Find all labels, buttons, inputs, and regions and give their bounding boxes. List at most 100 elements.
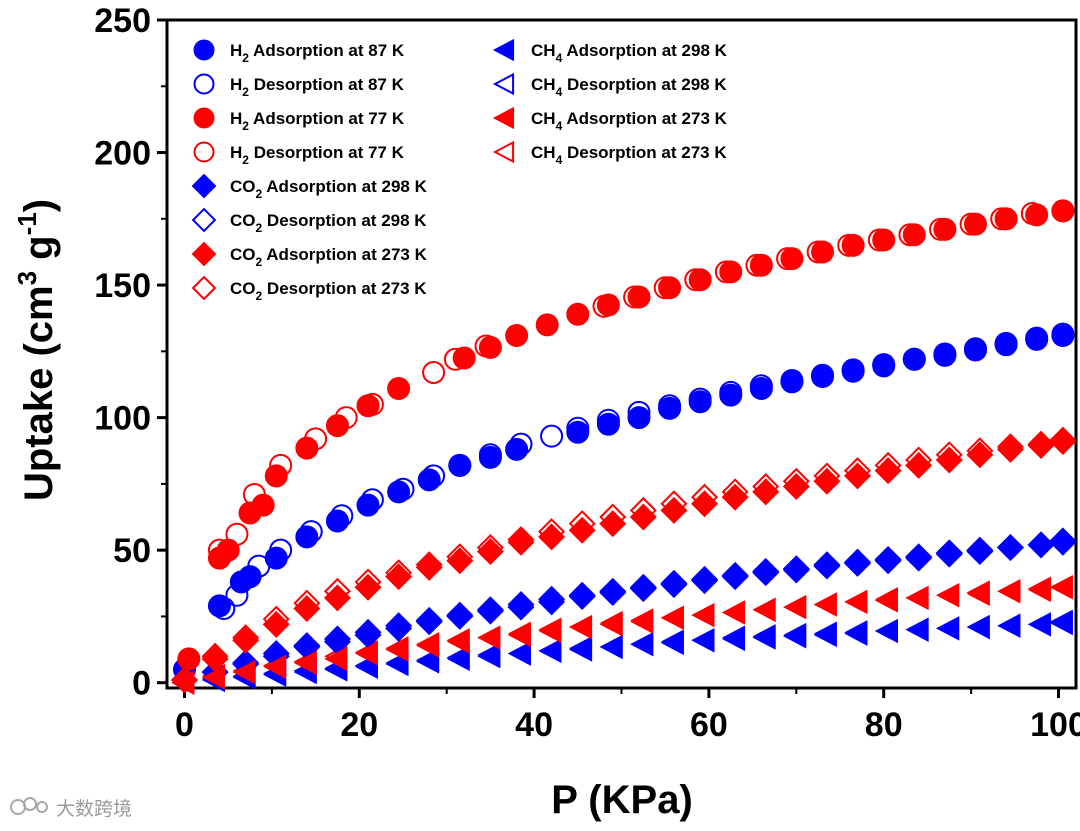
- y-axis-title-part: g: [17, 235, 61, 271]
- y-tick-label: 150: [94, 267, 151, 305]
- legend-item: CO2 Adsorption at 298 K: [191, 173, 428, 201]
- data-point: [811, 365, 835, 389]
- data-point: [263, 654, 287, 679]
- data-point: [660, 496, 688, 524]
- data-point: [783, 594, 807, 620]
- data-point: [874, 588, 899, 613]
- data-point: [844, 549, 871, 577]
- data-point: [783, 624, 807, 649]
- legend-label-rest: Adsorption at 77 K: [249, 109, 405, 128]
- data-point: [324, 646, 348, 671]
- data-point: [1051, 323, 1075, 347]
- watermark-logo-icon: [23, 797, 37, 811]
- legend-item: H2 Adsorption at 77 K: [193, 107, 405, 133]
- data-point: [568, 516, 596, 544]
- data-point: [476, 537, 504, 565]
- legend-label-rest: Adsorption at 298 K: [262, 177, 427, 196]
- x-tick-label: 20: [340, 706, 378, 744]
- data-point: [325, 509, 349, 533]
- data-point: [293, 594, 321, 622]
- data-point: [691, 628, 715, 653]
- data-point: [325, 414, 349, 438]
- data-point: [872, 354, 896, 378]
- legend-label: H2 Adsorption at 87 K: [230, 41, 405, 65]
- data-point: [630, 609, 654, 634]
- legend-label-rest: Desorption at 87 K: [249, 75, 405, 94]
- series-h2-adsorption-at-87-k: [172, 323, 1075, 681]
- data-point: [568, 583, 596, 611]
- data-point: [966, 580, 990, 605]
- data-point: [902, 223, 926, 247]
- data-point: [872, 228, 896, 252]
- legend-label-gas: H: [230, 109, 242, 128]
- data-point: [658, 396, 682, 420]
- legend-label-rest: Adsorption at 87 K: [249, 41, 405, 60]
- data-point: [295, 525, 319, 549]
- data-point: [994, 333, 1018, 357]
- legend-marker: [191, 207, 217, 233]
- data-point: [599, 612, 623, 637]
- legend-item: H2 Adsorption at 87 K: [193, 39, 405, 65]
- legend-label: CH4 Desorption at 273 K: [531, 143, 727, 167]
- legend-label-gas: CO: [230, 177, 256, 196]
- data-point: [568, 637, 593, 662]
- data-point: [905, 544, 933, 572]
- data-point: [752, 559, 780, 587]
- data-point: [749, 253, 773, 277]
- data-point: [385, 637, 409, 662]
- data-point: [415, 608, 443, 636]
- x-tick-label: 60: [690, 706, 728, 744]
- legend-label-gas: CO: [230, 211, 256, 230]
- data-point: [356, 394, 380, 418]
- data-point: [477, 644, 501, 669]
- data-point: [902, 347, 926, 371]
- data-point: [293, 650, 317, 675]
- data-point: [387, 376, 411, 400]
- legend-marker: [193, 141, 215, 163]
- legend-label: H2 Adsorption at 77 K: [230, 109, 405, 133]
- data-point: [452, 346, 476, 370]
- data-point: [811, 240, 835, 264]
- legend-label: CH4 Adsorption at 273 K: [531, 109, 728, 133]
- legend-label: CO2 Adsorption at 298 K: [230, 177, 428, 201]
- legend-label-subscript: 2: [256, 221, 263, 235]
- legend-item: CO2 Desorption at 298 K: [191, 207, 427, 235]
- legend-label-rest: Adsorption at 273 K: [562, 109, 727, 128]
- legend-item: H2 Desorption at 87 K: [193, 73, 405, 99]
- data-point: [997, 579, 1021, 604]
- data-point: [448, 453, 472, 477]
- data-point: [905, 451, 933, 479]
- data-point: [844, 621, 868, 646]
- legend-label-gas: CH: [531, 109, 556, 128]
- data-point: [1027, 612, 1051, 637]
- series-co2-adsorption-at-273-k: [170, 427, 1077, 694]
- legend-label-gas: H: [230, 75, 242, 94]
- data-point: [1025, 327, 1049, 351]
- legend-marker: [191, 275, 217, 301]
- data-point: [782, 473, 810, 501]
- data-point: [201, 665, 225, 690]
- data-point: [568, 614, 593, 640]
- legend-label-subscript: 2: [242, 85, 249, 99]
- data-point: [262, 610, 290, 638]
- data-point: [446, 602, 474, 630]
- legend: H2 Adsorption at 87 KH2 Desorption at 87…: [191, 38, 728, 303]
- legend-label-gas: CO: [230, 279, 256, 298]
- series-ch4-adsorption-at-273-k: [171, 575, 1073, 695]
- legend-marker: [492, 106, 515, 130]
- data-point: [566, 302, 590, 326]
- data-point: [1051, 199, 1075, 223]
- data-point: [478, 335, 502, 359]
- data-point: [232, 626, 260, 654]
- data-point: [538, 618, 562, 644]
- legend-label: H2 Desorption at 87 K: [230, 75, 405, 99]
- data-point: [507, 528, 535, 556]
- data-point: [905, 617, 929, 642]
- legend-label-gas: CH: [531, 75, 556, 94]
- legend-item: CO2 Desorption at 273 K: [191, 275, 427, 303]
- data-point: [688, 390, 712, 414]
- data-point: [232, 659, 256, 685]
- series-layer: [170, 199, 1077, 695]
- legend-label-subscript: 4: [556, 85, 563, 99]
